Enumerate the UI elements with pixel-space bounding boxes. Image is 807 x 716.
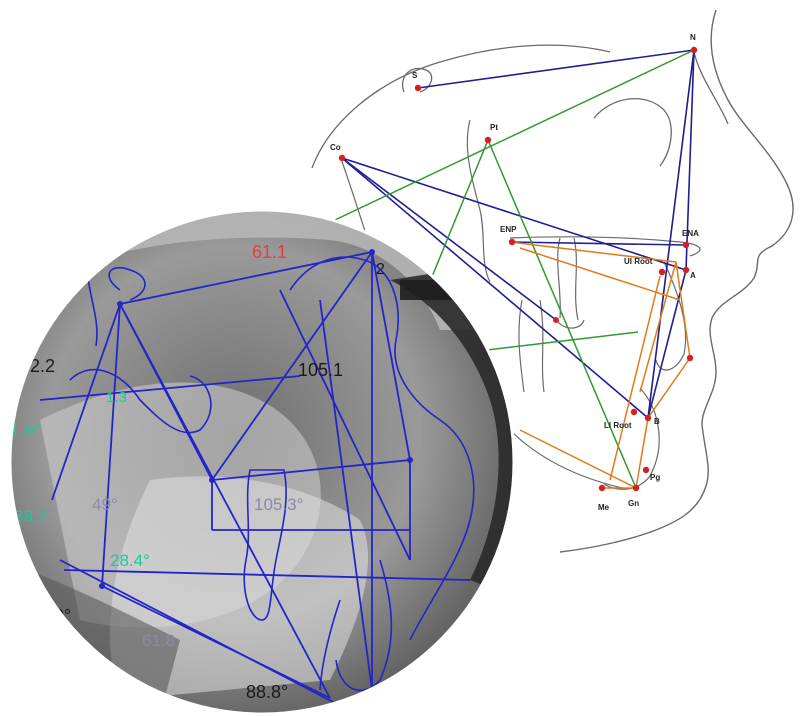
- label-S: S: [412, 71, 418, 80]
- measurement-105-3: 105.3°: [254, 495, 303, 514]
- label-Pg: Pg: [650, 473, 660, 482]
- landmark-Co-dot: [338, 154, 346, 162]
- label-ENA: ENA: [682, 229, 699, 238]
- label-Co: Co: [330, 143, 341, 152]
- upper-tooth: [555, 237, 585, 329]
- symphysis-contour: [603, 387, 660, 490]
- label-Me: Me: [598, 503, 610, 512]
- landmark-Pt-dot: [484, 136, 492, 144]
- xray-measurements: 61.1 32.2 105.1 1.9° 1.3 38.2 49° 105.3°…: [10, 242, 385, 702]
- label-A: A: [690, 271, 696, 280]
- landmark-N-dot: [690, 46, 698, 54]
- landmark-ENA-dot: [682, 241, 690, 249]
- measurement-61-8: 61.8: [142, 631, 175, 650]
- soft-tissue-profile: [559, 9, 794, 553]
- tracing-diagram: S N Co Pt ENP ENA UI Root A LI Root B Pg…: [311, 9, 794, 553]
- landmark-Id-dot: [686, 354, 694, 362]
- landmark-Gn-dot: [632, 484, 640, 492]
- measurement-1-3: 1.3: [106, 389, 127, 406]
- landmark-B-dot: [644, 414, 652, 422]
- label-N: N: [690, 33, 696, 42]
- landmark-Pg-dot: [642, 466, 650, 474]
- landmark-labels: S N Co Pt ENP ENA UI Root A LI Root B Pg…: [330, 33, 699, 512]
- landmark-UIroot-dot: [658, 268, 666, 276]
- landmark-LIroot-dot: [630, 408, 638, 416]
- xray-magnifier: 61.1 32.2 105.1 1.9° 1.3 38.2 49° 105.3°…: [8, 208, 516, 716]
- palate-contour: [509, 236, 701, 257]
- landmark-Me-dot: [598, 484, 606, 492]
- measurement-61-1: 61.1: [252, 242, 287, 262]
- nasal-bone: [693, 51, 729, 125]
- mandible-contour: [509, 429, 623, 489]
- xray-anatomy-outline: [69, 256, 475, 692]
- measurement-38-2: 38.2: [14, 507, 47, 526]
- measurement-88-8: 88.8°: [246, 682, 288, 702]
- label-Gn: Gn: [628, 499, 639, 508]
- label-UIroot: UI Root: [624, 257, 653, 266]
- label-ENP: ENP: [500, 225, 517, 234]
- measurement-2: 2: [376, 261, 385, 278]
- label-Pt: Pt: [490, 123, 498, 132]
- xray-points: [99, 249, 413, 589]
- cranial-contour: [311, 44, 611, 169]
- landmark-A-dot: [682, 266, 690, 274]
- measurement-49: 49°: [92, 495, 118, 514]
- landmark-extra-dot: [553, 317, 559, 323]
- measurement-105-1: 105.1: [298, 360, 343, 380]
- pterygoid-contour: [466, 119, 491, 283]
- xray-tracing-lines: [39, 251, 471, 714]
- landmark-S-dot: [414, 84, 422, 92]
- measurement-1-9: 1.9°: [10, 421, 40, 440]
- orbit-contour: [593, 98, 672, 167]
- reference-lines-blue: [341, 49, 695, 419]
- measurement-28-4: 28.4°: [110, 551, 150, 570]
- label-B: B: [654, 417, 660, 426]
- reference-lines-orange: [509, 241, 691, 489]
- landmark-ENP-dot: [508, 238, 516, 246]
- landmark-dots: [338, 46, 698, 492]
- incisor-contour: [655, 261, 687, 371]
- label-LIroot: LI Root: [604, 421, 632, 430]
